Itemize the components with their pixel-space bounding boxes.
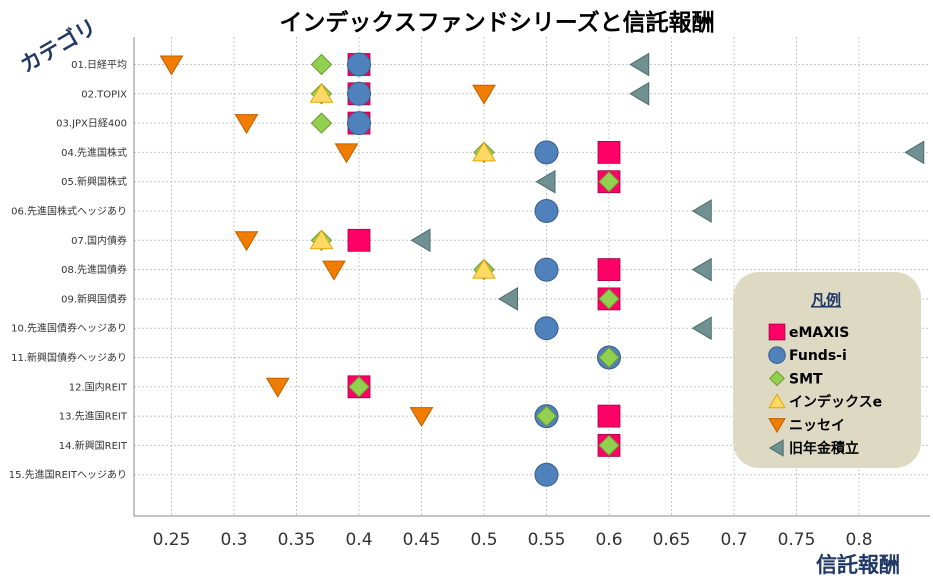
category-label: 11.新興国債券ヘッジあり [11, 351, 127, 364]
marker-diamond [348, 376, 370, 398]
marker-triangle-left [410, 228, 431, 253]
x-tick-label: 0.55 [528, 530, 566, 550]
x-tick-label: 0.45 [403, 530, 441, 550]
data-markers [159, 52, 925, 487]
legend-marker-circle [768, 346, 786, 364]
marker-circle [534, 140, 559, 165]
x-tick-label: 0.6 [595, 530, 622, 550]
x-tick-label: 0.7 [720, 530, 747, 550]
marker-diamond [598, 434, 620, 457]
x-tick-label: 0.3 [220, 530, 247, 550]
marker-triangle-down [265, 377, 290, 398]
legend-marker-triangle-down [768, 418, 786, 433]
marker-circle [347, 52, 371, 77]
category-label: 10.先進国債券ヘッジあり [11, 322, 127, 335]
marker-triangle-left [629, 52, 650, 77]
x-tick-labels: 0.25 0.3 0.35 0.4 0.45 0.5 0.55 0.6 0.65 0.7 0.75 0… [153, 530, 873, 550]
marker-square [597, 140, 621, 164]
x-tick-label: 0.5 [470, 530, 497, 550]
marker-triangle-left [691, 316, 712, 341]
marker-circle [534, 257, 559, 282]
marker-triangle-up [472, 258, 496, 279]
category-label: 03.JPX日経400 [56, 117, 127, 130]
category-label: 09.新興国債券 [61, 292, 127, 305]
marker-square [597, 258, 621, 282]
marker-diamond [598, 170, 620, 193]
grid [133, 37, 930, 517]
legend-marker-triangle-up [768, 393, 786, 409]
category-labels: 01.日経平均 02.TOPIX 03.JPX日経400 04.先進国株式 05.新興国… [9, 58, 128, 481]
category-label: 05.新興国株式 [61, 175, 127, 188]
marker-circle [347, 111, 371, 136]
marker-triangle-down [409, 407, 434, 428]
legend-marker-square [768, 323, 786, 341]
marker-circle [347, 81, 371, 106]
legend-label: SMT [789, 371, 823, 387]
marker-diamond [310, 53, 333, 76]
category-label: 06.先進国株式ヘッジあり [11, 205, 127, 218]
x-tick-label: 0.4 [345, 530, 372, 550]
marker-triangle-left [535, 169, 556, 194]
x-tick-label: 0.75 [778, 530, 816, 550]
marker-triangle-down [159, 55, 184, 76]
marker-diamond [535, 405, 558, 427]
marker-triangle-left [498, 287, 518, 311]
legend-label: ニッセイ [789, 418, 845, 434]
legend-marker-triangle-left [768, 439, 784, 457]
category-label: 14.新興国REIT [59, 439, 128, 452]
marker-triangle-left [629, 81, 650, 106]
legend-title: 凡例 [811, 291, 841, 309]
category-label: 02.TOPIX [81, 89, 127, 100]
category-label: 01.日経平均 [71, 58, 127, 71]
marker-triangle-left [904, 140, 925, 165]
marker-diamond [598, 288, 620, 310]
x-tick-label: 0.35 [278, 530, 316, 550]
marker-triangle-down [234, 114, 259, 135]
legend-label: インデックスe [789, 394, 882, 411]
marker-square [347, 228, 371, 252]
legend-label: eMAXIS [789, 325, 849, 341]
x-tick-label: 0.8 [845, 530, 872, 550]
x-axis-title: 信託報酬 [816, 553, 900, 577]
category-label: 15.先進国REITヘッジあり [9, 469, 127, 481]
marker-triangle-left [691, 257, 712, 282]
marker-diamond [598, 346, 620, 369]
legend-label: 旧年金積立 [789, 440, 859, 457]
marker-triangle-down [472, 84, 496, 105]
category-label: 07.国内債券 [71, 234, 127, 247]
marker-triangle-down [322, 260, 346, 281]
marker-square [597, 404, 621, 428]
category-label: 13.先進国REIT [59, 411, 128, 423]
category-label: 12.国内REIT [69, 380, 128, 393]
marker-triangle-left [691, 199, 712, 223]
marker-circle [534, 199, 559, 223]
category-label: 08.先進国債券 [61, 263, 127, 276]
marker-triangle-up [472, 141, 496, 162]
category-label: 04.先進国株式 [61, 146, 127, 159]
legend-label: Funds-i [789, 348, 847, 364]
marker-triangle-down [234, 231, 259, 252]
x-tick-label: 0.65 [653, 530, 691, 550]
marker-triangle-down [334, 143, 359, 164]
x-tick-label: 0.25 [153, 530, 191, 550]
marker-circle [534, 462, 559, 487]
marker-diamond [310, 112, 333, 134]
marker-triangle-up [309, 82, 334, 103]
marker-circle [534, 316, 559, 341]
marker-triangle-up [309, 229, 334, 250]
chart-title: インデックスファンドシリーズと信託報酬 [279, 9, 714, 36]
legend-marker-diamond [769, 370, 785, 387]
